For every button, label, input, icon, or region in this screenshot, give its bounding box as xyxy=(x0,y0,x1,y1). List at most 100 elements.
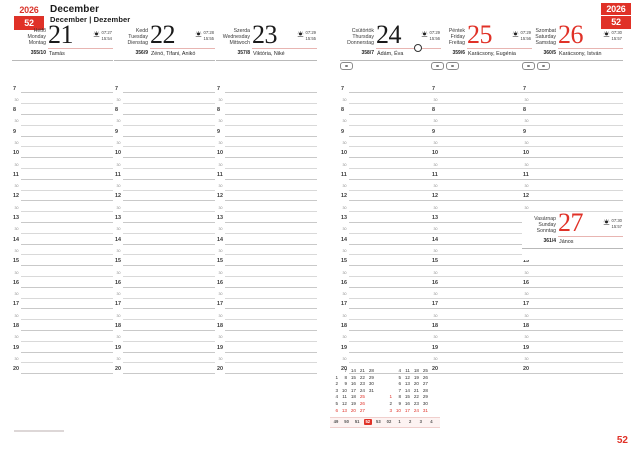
mini-calendar-day[interactable]: 30 xyxy=(368,381,374,387)
hour-row[interactable]: 8 xyxy=(431,106,532,117)
hour-row[interactable]: 12 xyxy=(114,192,215,203)
mini-calendar-day[interactable]: 23 xyxy=(359,381,365,387)
mini-calendar-day[interactable]: 18 xyxy=(413,368,419,373)
hour-row[interactable]: 20 xyxy=(114,365,215,376)
mini-calendar-day[interactable]: 21 xyxy=(413,387,419,393)
hour-row[interactable]: 14 xyxy=(12,235,113,246)
half-hour-row[interactable]: 30 xyxy=(114,138,215,149)
mini-calendar-day[interactable]: 25 xyxy=(422,368,428,373)
half-hour-row[interactable]: 30 xyxy=(431,138,532,149)
hour-row[interactable]: 10 xyxy=(522,149,623,160)
half-hour-row[interactable]: 30 xyxy=(12,332,113,343)
mini-calendar-day[interactable]: · xyxy=(384,375,393,382)
mini-calendar-day[interactable]: 18 xyxy=(350,394,356,400)
mini-calendar-day[interactable]: 1 xyxy=(389,394,392,400)
event-badge-row[interactable] xyxy=(431,62,461,70)
hour-row[interactable]: 9 xyxy=(12,127,113,138)
half-hour-row[interactable]: 30 xyxy=(216,203,317,214)
mini-calendar-day[interactable]: · xyxy=(384,368,393,375)
hour-row[interactable]: 15 xyxy=(216,257,317,268)
mini-calendar-day[interactable]: 20 xyxy=(413,381,419,387)
hour-row[interactable]: 7 xyxy=(431,84,532,95)
half-hour-row[interactable]: 30 xyxy=(340,224,441,235)
mini-calendar-day[interactable]: 19 xyxy=(413,374,419,380)
hour-row[interactable]: 7 xyxy=(216,84,317,95)
week-strip-item[interactable]: 51 xyxy=(354,419,360,425)
week-number-strip[interactable]: 49 50 51 52 53 02 1 2 3 4 xyxy=(330,417,440,429)
hour-row[interactable]: 19 xyxy=(216,343,317,354)
hour-row[interactable]: 8 xyxy=(114,106,215,117)
half-hour-row[interactable]: 30 xyxy=(522,116,623,127)
hour-row[interactable]: 9 xyxy=(340,127,441,138)
hour-row[interactable]: 9 xyxy=(216,127,317,138)
half-hour-row[interactable]: 30 xyxy=(340,311,441,322)
half-hour-row[interactable]: 30 xyxy=(340,268,441,279)
mini-calendar-day[interactable]: · xyxy=(366,394,375,401)
hour-row[interactable]: 10 xyxy=(340,149,441,160)
mini-calendar-day[interactable]: 3 xyxy=(335,387,338,393)
hour-row[interactable]: 9 xyxy=(522,127,623,138)
half-hour-row[interactable]: 30 xyxy=(114,311,215,322)
hour-row[interactable]: 7 xyxy=(114,84,215,95)
half-hour-row[interactable]: 30 xyxy=(216,246,317,257)
mini-calendar-day[interactable]: 17 xyxy=(404,407,410,413)
half-hour-row[interactable]: 30 xyxy=(12,311,113,322)
mini-calendar-day[interactable]: 9 xyxy=(398,400,401,406)
mini-calendar-day[interactable]: 27 xyxy=(422,381,428,387)
half-hour-row[interactable]: 30 xyxy=(12,246,113,257)
week-strip-item[interactable]: 49 xyxy=(333,419,339,425)
week-strip-item[interactable]: 4 xyxy=(430,419,433,425)
mini-calendar-day[interactable]: 5 xyxy=(398,374,401,380)
half-hour-row[interactable]: 30 xyxy=(12,95,113,106)
hour-row[interactable]: 16 xyxy=(114,278,215,289)
half-hour-row[interactable]: 30 xyxy=(340,332,441,343)
half-hour-row[interactable]: 30 xyxy=(114,224,215,235)
half-hour-row[interactable]: 30 xyxy=(12,354,113,365)
mini-calendar-day[interactable]: 22 xyxy=(359,374,365,380)
hour-row[interactable]: 8 xyxy=(522,106,623,117)
half-hour-row[interactable]: 30 xyxy=(431,116,532,127)
hour-grid[interactable]: 7 30 8 30 9 30 10 30 11 30 12 30 13 30 14 30 15 30 16 30 17 3… xyxy=(216,84,317,376)
mini-calendar-day[interactable]: 29 xyxy=(368,374,374,380)
half-hour-row[interactable]: 30 xyxy=(522,289,623,300)
mini-calendar-day[interactable]: · xyxy=(366,401,375,408)
mini-calendar-day[interactable]: · xyxy=(330,368,339,375)
hour-row[interactable]: 10 xyxy=(431,149,532,160)
mini-calendar-day[interactable]: 27 xyxy=(359,407,365,413)
mini-calendar-day[interactable]: · xyxy=(366,408,375,415)
week-strip-item[interactable]: 1 xyxy=(398,419,401,425)
half-hour-row[interactable]: 30 xyxy=(522,203,623,214)
mini-calendar-day[interactable]: 11 xyxy=(342,394,347,400)
half-hour-row[interactable]: 30 xyxy=(216,311,317,322)
hour-row[interactable]: 18 xyxy=(216,322,317,333)
mini-calendar-day[interactable]: 5 xyxy=(335,400,338,406)
mini-calendar-day[interactable]: 24 xyxy=(359,387,365,393)
half-hour-row[interactable]: 30 xyxy=(431,354,532,365)
mini-calendar-day[interactable]: 13 xyxy=(404,381,410,387)
hour-row[interactable]: 11 xyxy=(522,170,623,181)
half-hour-row[interactable]: 30 xyxy=(12,160,113,171)
hour-row[interactable]: 12 xyxy=(522,192,623,203)
mini-calendar-day[interactable]: 15 xyxy=(350,374,356,380)
hour-row[interactable]: 18 xyxy=(522,322,623,333)
event-badge[interactable] xyxy=(537,62,550,70)
hour-row[interactable]: 13 xyxy=(431,214,532,225)
mini-calendar-day[interactable]: 26 xyxy=(422,374,428,380)
mini-calendar-day[interactable]: 10 xyxy=(341,387,347,393)
mini-calendar-day[interactable]: 2 xyxy=(389,400,392,406)
hour-row[interactable]: 16 xyxy=(12,278,113,289)
mini-calendar-day[interactable]: 16 xyxy=(404,400,410,406)
hour-row[interactable]: 8 xyxy=(340,106,441,117)
half-hour-row[interactable]: 30 xyxy=(431,181,532,192)
half-hour-row[interactable]: 30 xyxy=(114,181,215,192)
mini-calendar-day[interactable]: 12 xyxy=(404,374,410,380)
hour-row[interactable]: 15 xyxy=(340,257,441,268)
mini-calendar[interactable]: ·714212818152229291623303101724314111825… xyxy=(330,368,440,429)
half-hour-row[interactable]: 30 xyxy=(522,311,623,322)
hour-row[interactable]: 15 xyxy=(12,257,113,268)
mini-calendar-day[interactable]: 15 xyxy=(404,394,410,400)
hour-row[interactable]: 13 xyxy=(12,214,113,225)
hour-row[interactable]: 19 xyxy=(340,343,441,354)
half-hour-row[interactable]: 30 xyxy=(522,138,623,149)
hour-row[interactable]: 20 xyxy=(522,365,623,376)
